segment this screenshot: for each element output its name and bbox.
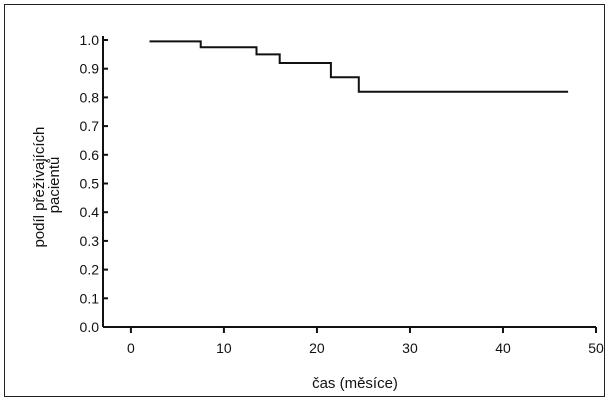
x-tick-label: 0 [127, 340, 135, 356]
x-tick-label: 40 [495, 340, 511, 356]
ticks: 0.0 0.1 0.2 0.3 0.4 0.5 0.6 0.7 0.8 0.9 1.0 0 10 20 30… [80, 32, 604, 356]
series-layer [149, 40, 569, 93]
survival-step-line [149, 40, 569, 93]
y-axis-label-line2: pacientů [46, 157, 63, 214]
x-axis-label: čas (měsíce) [312, 375, 398, 392]
x-tick-label: 50 [588, 340, 604, 356]
y-axis-label: podíl přežívajících pacientů [31, 122, 63, 247]
y-tick-label: 0.8 [80, 89, 100, 105]
y-tick-label: 0.9 [80, 61, 100, 77]
y-tick-label: 0.7 [80, 118, 100, 134]
x-tick-label: 30 [402, 340, 418, 356]
y-tick-label: 0.2 [80, 262, 100, 278]
x-tick-label: 20 [309, 340, 325, 356]
y-tick-label: 0.6 [80, 147, 100, 163]
y-axis-label-line1: podíl přežívajících [31, 127, 48, 248]
y-tick-label: 0.4 [80, 204, 100, 220]
y-tick-label: 0.3 [80, 233, 100, 249]
y-tick-label: 0.5 [80, 176, 100, 192]
x-tick-label: 10 [216, 340, 232, 356]
y-tick-label: 0.1 [80, 290, 100, 306]
y-tick-label: 0.0 [80, 319, 100, 335]
axes [102, 36, 596, 328]
y-tick-label: 1.0 [80, 32, 100, 48]
